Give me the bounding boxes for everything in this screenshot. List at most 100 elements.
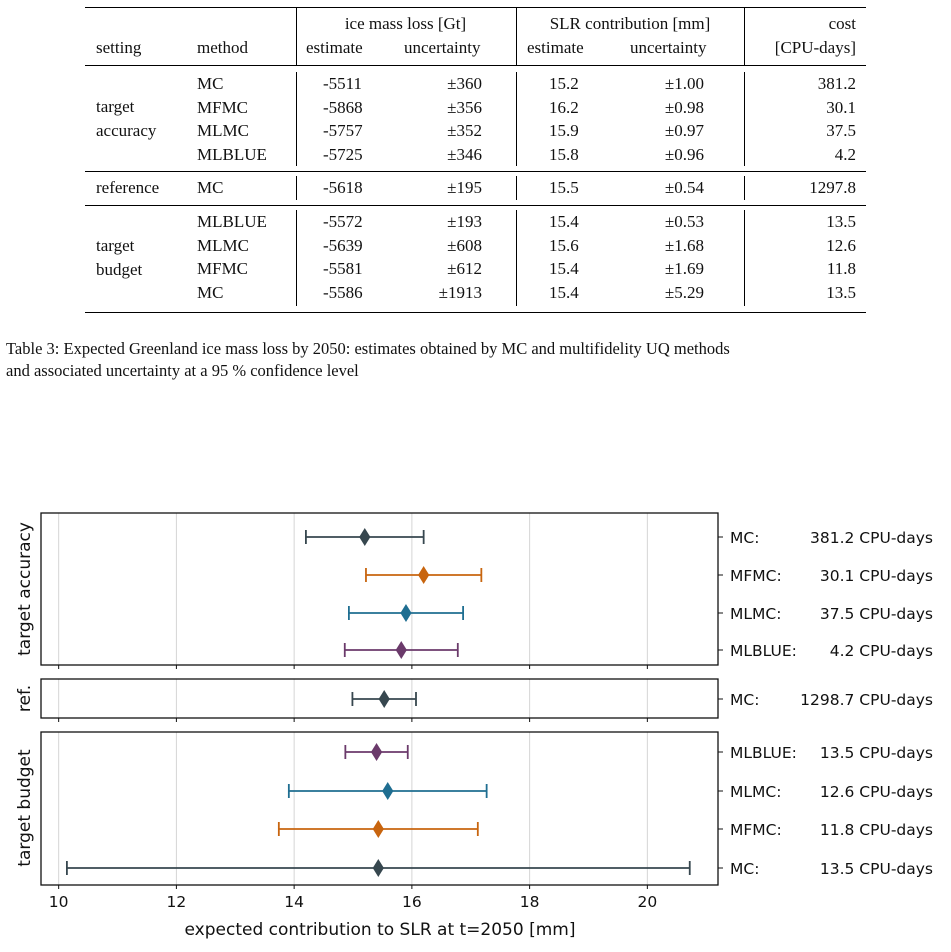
errorbar-chart: target accuracy MC: 381.2 CPU-days MFMC: 30.… [15,512,933,940]
ice-estimate-cell: -5757 [323,121,363,140]
header-cost: cost [828,14,856,33]
method-tick-label: MLBLUE: [730,744,797,762]
method-cell: MLBLUE [197,144,267,164]
header-ice-mass-loss: ice mass loss [Gt] [344,14,467,33]
ice-uncertainty-cell: ±193 [447,212,482,231]
setting-label: budget [96,260,143,279]
table-bottom-rule [85,312,866,313]
slr-uncertainty-cell: ±0.54 [664,178,704,197]
header-slr-contribution: SLR contribution [mm] [549,14,711,33]
method-tick-label: MLMC: [730,605,781,623]
setting-label: accuracy [96,121,157,140]
estimate-marker [372,859,384,877]
method-cell: MLBLUE [197,212,267,231]
slr-estimate-cell: 15.9 [549,121,579,140]
cost-tick-label: 12.6 CPU-days [820,783,933,801]
ice-estimate-cell: -5581 [323,259,363,278]
cost-cell: 37.5 [826,121,856,140]
column-divider [296,210,297,306]
header-cost-unit: [CPU-days] [774,38,856,57]
cost-tick-label: 30.1 CPU-days [820,567,933,585]
panel-ylabel: target budget [15,749,35,867]
estimate-marker [400,604,412,622]
slr-estimate-cell: 15.6 [549,235,579,255]
ice-uncertainty-cell: ±346 [447,144,482,164]
estimate-marker [395,641,407,659]
slr-estimate-cell: 15.5 [549,178,579,197]
slr-uncertainty-cell: ±0.98 [664,97,704,117]
x-tick-label: 16 [402,893,422,911]
slr-estimate-cell: 15.4 [549,212,579,231]
cost-tick-label: 37.5 CPU-days [820,605,933,623]
slr-errorbar-figure: target accuracy MC: 381.2 CPU-days MFMC: 30.… [0,480,951,947]
table-group-rule [85,171,866,172]
cost-cell: 13.5 [826,212,856,231]
header-setting: setting [96,38,142,57]
caption-line: and associated uncertainty at a 95 % con… [6,361,359,380]
cost-tick-label: 381.2 CPU-days [810,529,933,547]
method-cell: MLMC [197,121,249,140]
setting-label: target [96,97,135,116]
ice-estimate-cell: -5586 [323,282,363,302]
column-divider [296,7,297,65]
ice-estimate-cell: -5725 [323,144,363,164]
method-cell: MFMC [197,97,249,117]
caption-line: Table 3: Expected Greenland ice mass los… [6,339,730,358]
slr-estimate-cell: 15.4 [549,282,579,302]
header-ice-uncertainty: uncertainty [404,38,481,57]
header-method: method [197,38,248,57]
method-cell: MC [197,282,224,302]
ice-uncertainty-cell: ±1913 [438,282,482,302]
column-divider [516,72,517,166]
column-divider [516,210,517,306]
ice-uncertainty-cell: ±612 [447,259,482,278]
slr-uncertainty-cell: ±5.29 [664,282,704,302]
panel-frame [40,512,719,666]
table-group-rule [85,205,866,206]
cost-tick-label: 4.2 CPU-days [830,642,933,660]
x-tick-label: 18 [520,893,540,911]
ice-uncertainty-cell: ±195 [447,178,482,197]
cost-tick-label: 13.5 CPU-days [820,860,933,878]
column-divider [296,176,297,200]
ice-uncertainty-cell: ±360 [447,74,482,93]
column-divider [744,72,745,166]
column-divider [516,176,517,200]
column-divider [744,210,745,306]
x-axis-label: expected contribution to SLR at t=2050 [… [185,920,576,940]
x-tick-label: 10 [49,893,69,911]
cost-cell: 30.1 [826,97,856,117]
cost-tick-label: 11.8 CPU-days [820,821,933,839]
slr-uncertainty-cell: ±1.00 [664,74,704,93]
column-divider [744,7,745,65]
cost-cell: 4.2 [834,144,856,164]
cost-cell: 1297.8 [809,178,856,197]
cost-cell: 381.2 [817,74,856,93]
ice-uncertainty-cell: ±352 [447,121,482,140]
method-cell: MFMC [197,259,249,278]
method-tick-label: MFMC: [730,567,782,585]
estimate-marker [378,690,390,708]
panel-frame [40,731,719,886]
slr-uncertainty-cell: ±0.97 [664,121,704,140]
column-divider [296,72,297,166]
header-slr-estimate: estimate [527,38,584,57]
ice-uncertainty-cell: ±608 [447,235,482,255]
method-tick-label: MC: [730,860,759,878]
slr-estimate-cell: 15.2 [549,74,579,93]
cost-cell: 12.6 [826,235,856,255]
cost-tick-label: 1298.7 CPU-days [800,691,933,709]
method-tick-label: MLMC: [730,783,781,801]
estimate-marker [418,566,430,584]
method-tick-label: MFMC: [730,821,782,839]
slr-uncertainty-cell: ±1.68 [664,235,704,255]
method-cell: MC [197,74,224,93]
panel-ylabel: target accuracy [15,522,35,656]
slr-uncertainty-cell: ±0.96 [664,144,704,164]
estimate-marker [370,743,383,761]
results-table: ice mass loss [Gt] SLR contribution [mm]… [0,0,951,330]
cost-tick-label: 13.5 CPU-days [820,744,933,762]
table-caption: Table 3: Expected Greenland ice mass los… [6,338,951,382]
x-tick-label: 12 [167,893,187,911]
panel-ylabel: ref. [15,685,35,712]
